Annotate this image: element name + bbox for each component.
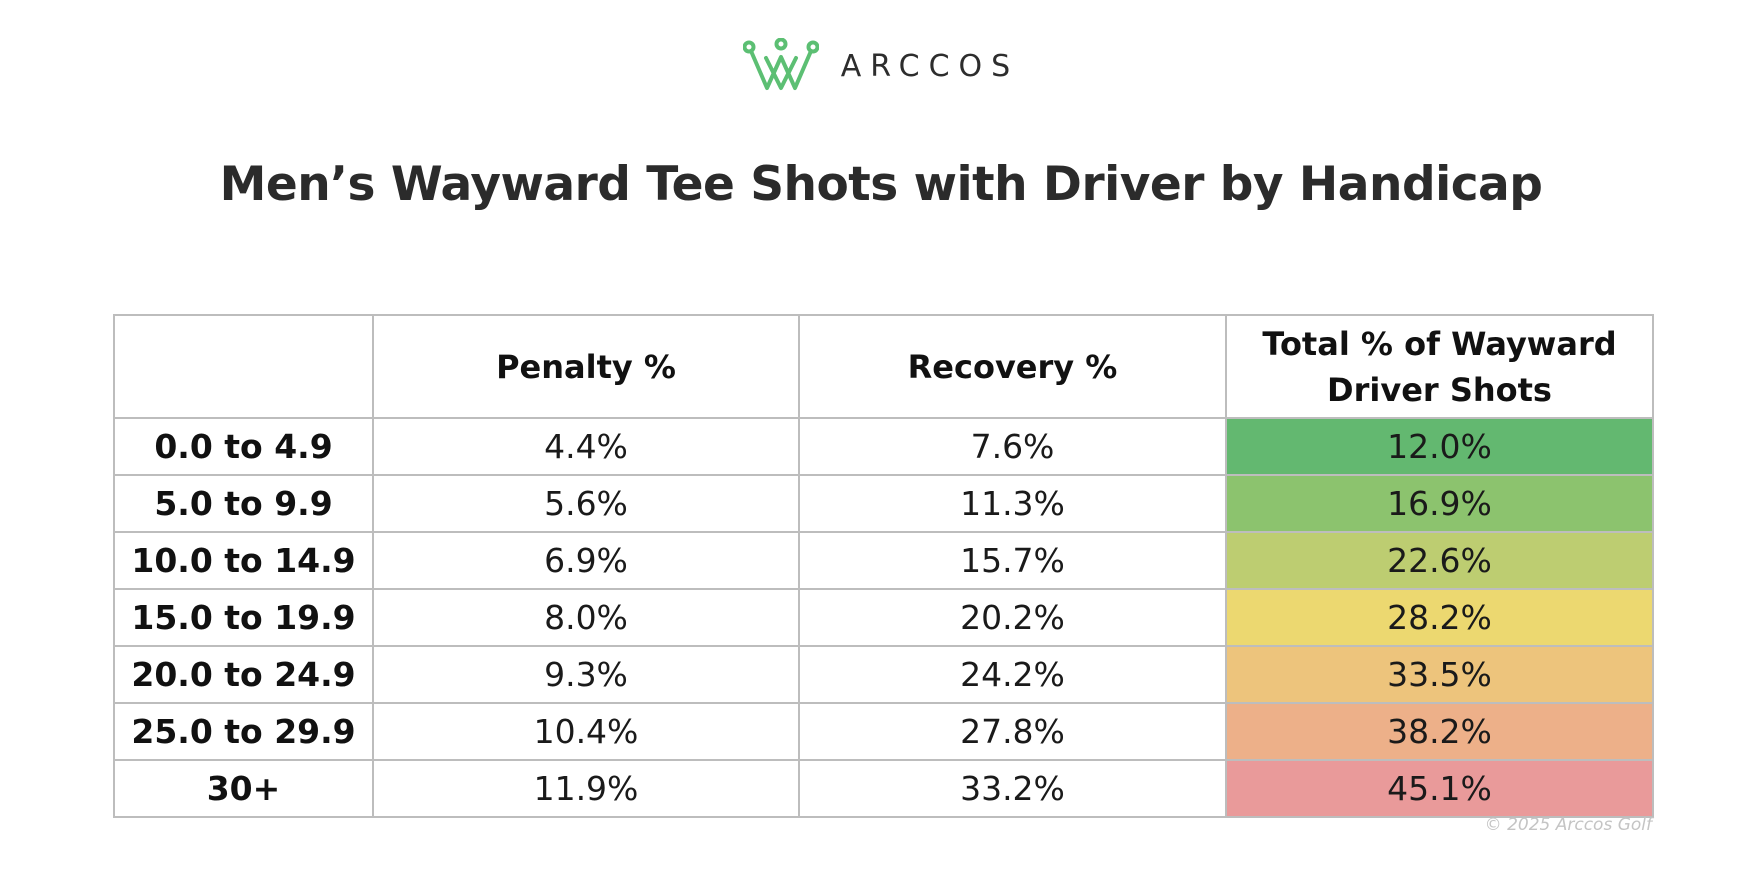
- recovery-cell: 24.2%: [798, 645, 1227, 704]
- table-row: 25.0 to 29.9 10.4% 27.8% 38.2%: [113, 702, 1654, 761]
- penalty-cell: 9.3%: [372, 645, 800, 704]
- table-row: 10.0 to 14.9 6.9% 15.7% 22.6%: [113, 531, 1654, 590]
- penalty-cell: 10.4%: [372, 702, 800, 761]
- total-cell: 45.1%: [1225, 759, 1654, 818]
- penalty-cell: 11.9%: [372, 759, 800, 818]
- penalty-cell: 8.0%: [372, 588, 800, 647]
- table-row: 20.0 to 24.9 9.3% 24.2% 33.5%: [113, 645, 1654, 704]
- brand-logo-inner: ARCCOS: [742, 38, 1020, 94]
- total-cell: 16.9%: [1225, 474, 1654, 533]
- header-total: Total % of Wayward Driver Shots: [1225, 314, 1654, 419]
- total-cell: 33.5%: [1225, 645, 1654, 704]
- brand-wordmark: ARCCOS: [840, 48, 1020, 84]
- total-cell: 22.6%: [1225, 531, 1654, 590]
- penalty-cell: 6.9%: [372, 531, 800, 590]
- table-row: 0.0 to 4.9 4.4% 7.6% 12.0%: [113, 417, 1654, 476]
- recovery-cell: 11.3%: [798, 474, 1227, 533]
- handicap-range-cell: 15.0 to 19.9: [113, 588, 374, 647]
- recovery-cell: 15.7%: [798, 531, 1227, 590]
- copyright-notice: © 2025 Arccos Golf: [1484, 815, 1652, 835]
- handicap-range-cell: 25.0 to 29.9: [113, 702, 374, 761]
- total-cell: 12.0%: [1225, 417, 1654, 476]
- table-row: 5.0 to 9.9 5.6% 11.3% 16.9%: [113, 474, 1654, 533]
- penalty-cell: 4.4%: [372, 417, 800, 476]
- brand-logo: ARCCOS: [0, 38, 1762, 94]
- header-penalty: Penalty %: [372, 314, 800, 419]
- recovery-cell: 33.2%: [798, 759, 1227, 818]
- handicap-range-cell: 20.0 to 24.9: [113, 645, 374, 704]
- page-title: Men’s Wayward Tee Shots with Driver by H…: [219, 157, 1543, 212]
- recovery-cell: 27.8%: [798, 702, 1227, 761]
- handicap-table: Penalty % Recovery % Total % of Wayward …: [113, 314, 1654, 818]
- handicap-range-cell: 0.0 to 4.9: [113, 417, 374, 476]
- recovery-cell: 20.2%: [798, 588, 1227, 647]
- handicap-range-cell: 10.0 to 14.9: [113, 531, 374, 590]
- handicap-range-cell: 30+: [113, 759, 374, 818]
- total-cell: 28.2%: [1225, 588, 1654, 647]
- table-body: 0.0 to 4.9 4.4% 7.6% 12.0% 5.0 to 9.9 5.6% 11.…: [113, 417, 1654, 818]
- handicap-range-cell: 5.0 to 9.9: [113, 474, 374, 533]
- header-blank: [113, 314, 374, 419]
- penalty-cell: 5.6%: [372, 474, 800, 533]
- crown-icon: [742, 38, 819, 90]
- table-header-row: Penalty % Recovery % Total % of Wayward …: [113, 314, 1654, 419]
- table-row: 15.0 to 19.9 8.0% 20.2% 28.2%: [113, 588, 1654, 647]
- header-recovery: Recovery %: [798, 314, 1227, 419]
- recovery-cell: 7.6%: [798, 417, 1227, 476]
- total-cell: 38.2%: [1225, 702, 1654, 761]
- table-row: 30+ 11.9% 33.2% 45.1%: [113, 759, 1654, 818]
